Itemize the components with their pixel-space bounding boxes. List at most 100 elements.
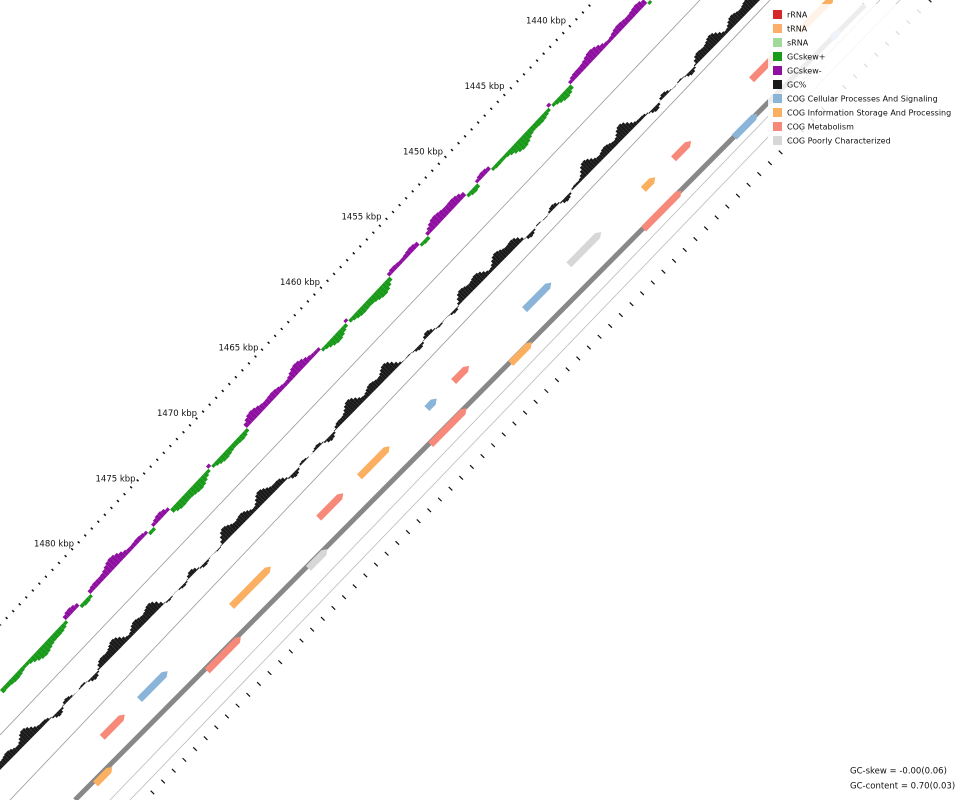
gene (99, 714, 125, 740)
gc-skew-bar (49, 634, 57, 643)
gc-skew-bar (633, 3, 642, 12)
gc-content-bar (107, 647, 116, 656)
gc-content-bar (273, 482, 280, 489)
gc-content-bar (538, 221, 541, 225)
legend-swatch (773, 66, 782, 75)
gc-content-bar (668, 89, 672, 92)
gc-skew-bar (474, 178, 480, 184)
gc-content-bar (108, 644, 118, 654)
gc-content-bar (645, 112, 649, 116)
gc-skew-bar (0, 687, 7, 694)
gc-content-bar (456, 296, 463, 304)
gc-skew-bar (348, 317, 354, 323)
gc-skew-bar (164, 507, 171, 513)
gc-skew-bar (577, 65, 585, 73)
gc-content-bar (665, 90, 670, 94)
gc-content-bar (309, 454, 312, 457)
gc-content-bar (78, 686, 82, 690)
gc-content-bar (505, 244, 514, 252)
gc-skew-bar (591, 46, 601, 56)
legend-label: COG Information Storage And Processing (787, 109, 951, 118)
gc-skew-bar (452, 195, 461, 204)
gc-skew-bar (128, 544, 135, 551)
legend-swatch (773, 38, 782, 47)
gc-content-bar (600, 148, 609, 156)
gc-skew-bar (87, 588, 94, 594)
gc-skew-bar (323, 343, 330, 350)
gc-content-bar (632, 121, 638, 126)
gc-skew-bar (526, 128, 534, 136)
gc-content-bar (12, 747, 19, 754)
gene-arrow (640, 177, 656, 192)
gc-content-bar (409, 351, 413, 355)
gc-content-bar (579, 165, 590, 176)
gc-content-bar (184, 580, 188, 584)
gc-content-bar (268, 486, 276, 494)
gc-content-bar (117, 636, 126, 645)
gene-arrow (428, 408, 467, 448)
gc-content-bar (2, 755, 10, 763)
gc-content-bar (432, 328, 436, 331)
gc-skew-bar (460, 191, 467, 198)
gc-skew-bar (186, 489, 195, 498)
gene-arrow (316, 493, 344, 521)
gc-skew-bar (581, 59, 590, 67)
gc-skew-bar (441, 207, 450, 216)
gc-skew-bar (32, 652, 42, 661)
gc-content-bar (89, 676, 95, 682)
gc-content-bar (615, 129, 626, 139)
gc-skew-bar (623, 16, 631, 24)
gc-content-bar (313, 446, 318, 451)
gene-arrow (451, 365, 470, 384)
gc-skew-bar (620, 19, 629, 27)
gc-skew-bar (496, 160, 502, 166)
gc-skew-bar (337, 329, 346, 337)
gc-content-bar (136, 617, 145, 626)
gc-content-bar (145, 605, 156, 615)
gene-arrow (731, 113, 758, 140)
gc-content-bar (389, 361, 398, 370)
gc-content-bar (103, 652, 111, 660)
gc-content-bar (695, 51, 704, 60)
gc-skew-bar (603, 41, 609, 47)
gc-content-bar (519, 237, 524, 242)
gc-content-bar (172, 593, 175, 596)
gc-content-bar (604, 144, 613, 152)
gene (424, 398, 437, 412)
gc-skew-bar (367, 296, 376, 305)
gc-content-bar (637, 117, 642, 122)
gc-content-bar (465, 284, 474, 293)
gc-skew-bar (493, 163, 500, 169)
legend-label: COG Metabolism (787, 123, 854, 132)
gene (522, 282, 552, 313)
legend-label: GC% (787, 81, 807, 90)
gc-content-bar (18, 733, 29, 744)
gc-content-bar (607, 142, 615, 150)
gene (641, 190, 682, 232)
gc-content-bar (540, 219, 543, 223)
gc-content-bar (207, 557, 211, 560)
gc-content-bar (143, 611, 151, 620)
gene (671, 141, 692, 162)
gc-content-bar (613, 139, 619, 146)
gc-content-bar (412, 350, 415, 353)
gc-content-bar (452, 309, 457, 314)
gc-skew-bar (372, 291, 383, 301)
gc-content-bar (566, 194, 571, 200)
gc-content-bar (509, 239, 518, 248)
gc-content-bar (209, 554, 213, 558)
gc-content-bar (671, 87, 674, 90)
gc-skew-bar (585, 51, 596, 62)
gc-content-bar (546, 213, 550, 216)
gc-content-bar (602, 145, 611, 154)
gc-content-bar (129, 631, 135, 637)
gc-skew-bar (427, 221, 437, 231)
gc-content-bar (139, 615, 147, 624)
gc-content-bar (220, 539, 225, 545)
gc-content-bar (684, 74, 687, 78)
gc-content-bar (726, 23, 733, 30)
gc-content-bar (105, 650, 114, 658)
gc-content-bar (704, 40, 714, 50)
gc-content-bar (459, 287, 470, 297)
gc-content-bar (498, 249, 508, 259)
